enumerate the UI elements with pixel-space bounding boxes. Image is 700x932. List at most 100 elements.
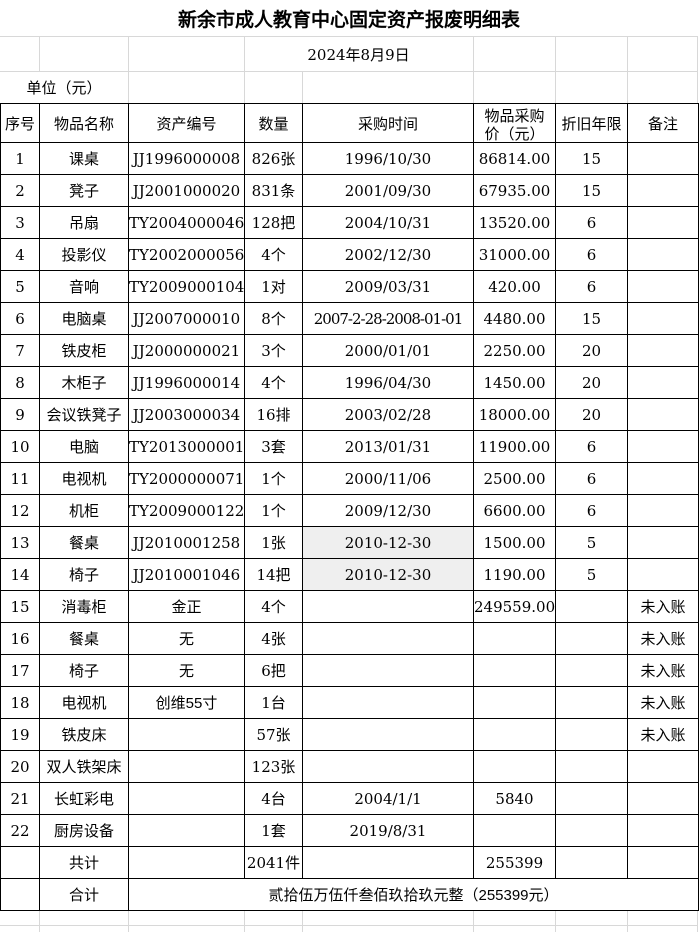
cell-price[interactable]: 18000.00 — [473, 398, 556, 431]
header-years[interactable]: 折旧年限 — [555, 103, 628, 143]
cell-no[interactable]: 20 — [0, 750, 40, 783]
cell-remark[interactable]: 未入账 — [627, 686, 699, 719]
cell-qty[interactable]: 4台 — [244, 782, 303, 815]
cell-name[interactable]: 椅子 — [39, 558, 129, 591]
cell-remark[interactable] — [627, 238, 699, 271]
cell-qty[interactable]: 4张 — [244, 622, 303, 655]
cell-no[interactable]: 21 — [0, 782, 40, 815]
cell-name[interactable]: 音响 — [39, 270, 129, 303]
header-name[interactable]: 物品名称 — [39, 103, 129, 143]
cell-price[interactable]: 5840 — [473, 782, 556, 815]
cell-no[interactable]: 16 — [0, 622, 40, 655]
cell-date[interactable]: 2010-12-30 — [302, 558, 474, 591]
cell-asset[interactable]: 创维55寸 — [128, 686, 245, 719]
cell-qty[interactable]: 4个 — [244, 590, 303, 623]
header-price[interactable]: 物品采购价（元） — [473, 103, 556, 143]
cell-years[interactable]: 15 — [555, 174, 628, 207]
cell-name[interactable]: 凳子 — [39, 174, 129, 207]
cell-remark[interactable]: 未入账 — [627, 590, 699, 623]
cell-price[interactable]: 1190.00 — [473, 558, 556, 591]
cell-years[interactable] — [555, 814, 628, 847]
cell-no[interactable] — [0, 878, 40, 911]
cell-price[interactable]: 6600.00 — [473, 494, 556, 527]
cell-years[interactable]: 6 — [555, 270, 628, 303]
cell-date[interactable] — [302, 590, 474, 623]
cell-years[interactable] — [555, 686, 628, 719]
cell-no[interactable]: 7 — [0, 334, 40, 367]
cell-remark[interactable] — [627, 846, 699, 879]
cell-no[interactable]: 19 — [0, 718, 40, 751]
cell-years[interactable] — [555, 846, 628, 879]
cell-name[interactable]: 长虹彩电 — [39, 782, 129, 815]
cell-asset[interactable]: JJ2010001258 — [128, 526, 245, 559]
cell-years[interactable]: 20 — [555, 398, 628, 431]
cell-date[interactable]: 1996/10/30 — [302, 142, 474, 175]
cell-no[interactable]: 18 — [0, 686, 40, 719]
cell-qty[interactable]: 14把 — [244, 558, 303, 591]
cell-years[interactable]: 5 — [555, 526, 628, 559]
cell-price[interactable]: 420.00 — [473, 270, 556, 303]
cell-name[interactable]: 厨房设备 — [39, 814, 129, 847]
cell-date[interactable]: 2004/10/31 — [302, 206, 474, 239]
cell-name[interactable]: 电视机 — [39, 462, 129, 495]
cell-date[interactable] — [302, 622, 474, 655]
cell-asset[interactable] — [128, 846, 245, 879]
cell-price[interactable]: 4480.00 — [473, 302, 556, 335]
cell-asset[interactable]: 金正 — [128, 590, 245, 623]
cell-qty[interactable]: 1张 — [244, 526, 303, 559]
cell-price[interactable]: 255399 — [473, 846, 556, 879]
cell-no[interactable]: 2 — [0, 174, 40, 207]
cell-date[interactable]: 2000/11/06 — [302, 462, 474, 495]
cell-remark[interactable]: 未入账 — [627, 718, 699, 751]
cell-qty[interactable]: 1个 — [244, 462, 303, 495]
cell-price[interactable]: 1500.00 — [473, 526, 556, 559]
cell-asset[interactable]: JJ2010001046 — [128, 558, 245, 591]
cell-date[interactable]: 2002/12/30 — [302, 238, 474, 271]
cell-name[interactable]: 铁皮柜 — [39, 334, 129, 367]
cell-asset[interactable]: JJ2000000021 — [128, 334, 245, 367]
cell-date[interactable]: 2007-2-28-2008-01-01 — [302, 302, 474, 335]
cell-asset[interactable]: TY2002000056 — [128, 238, 245, 271]
cell-date[interactable]: 2009/03/31 — [302, 270, 474, 303]
cell-years[interactable]: 6 — [555, 494, 628, 527]
cell-name[interactable]: 消毒柜 — [39, 590, 129, 623]
cell-asset[interactable]: TY2000000071 — [128, 462, 245, 495]
cell-date[interactable]: 2013/01/31 — [302, 430, 474, 463]
cell-asset[interactable]: 无 — [128, 654, 245, 687]
cell-name[interactable]: 会议铁凳子 — [39, 398, 129, 431]
cell-name[interactable]: 电视机 — [39, 686, 129, 719]
cell-no[interactable]: 14 — [0, 558, 40, 591]
cell-remark[interactable] — [627, 366, 699, 399]
cell-no[interactable]: 11 — [0, 462, 40, 495]
cell-qty[interactable]: 826张 — [244, 142, 303, 175]
cell-remark[interactable] — [627, 430, 699, 463]
cell-price[interactable] — [473, 814, 556, 847]
cell-qty[interactable]: 1台 — [244, 686, 303, 719]
cell-date[interactable]: 1996/04/30 — [302, 366, 474, 399]
cell-price[interactable] — [473, 654, 556, 687]
cell-years[interactable] — [555, 590, 628, 623]
cell-years[interactable]: 20 — [555, 366, 628, 399]
cell-qty[interactable]: 3套 — [244, 430, 303, 463]
cell-name[interactable]: 椅子 — [39, 654, 129, 687]
cell-date[interactable]: 2004/1/1 — [302, 782, 474, 815]
cell-years[interactable]: 6 — [555, 238, 628, 271]
cell-price[interactable]: 2250.00 — [473, 334, 556, 367]
cell-qty[interactable]: 1套 — [244, 814, 303, 847]
cell-no[interactable] — [0, 846, 40, 879]
cell-date[interactable]: 2000/01/01 — [302, 334, 474, 367]
cell-price[interactable] — [473, 686, 556, 719]
cell-qty[interactable]: 4个 — [244, 238, 303, 271]
cell-date[interactable] — [302, 750, 474, 783]
cell-asset[interactable]: TY2009000104 — [128, 270, 245, 303]
cell-years[interactable]: 6 — [555, 206, 628, 239]
cell-remark[interactable] — [627, 270, 699, 303]
cell-asset[interactable] — [128, 814, 245, 847]
cell-total-text[interactable]: 贰拾伍万伍仟叁佰玖拾玖元整（255399元） — [128, 878, 699, 911]
cell-name[interactable]: 双人铁架床 — [39, 750, 129, 783]
cell-remark[interactable] — [627, 142, 699, 175]
cell-qty[interactable]: 57张 — [244, 718, 303, 751]
cell-qty[interactable]: 4个 — [244, 366, 303, 399]
cell-no[interactable]: 9 — [0, 398, 40, 431]
cell-no[interactable]: 13 — [0, 526, 40, 559]
